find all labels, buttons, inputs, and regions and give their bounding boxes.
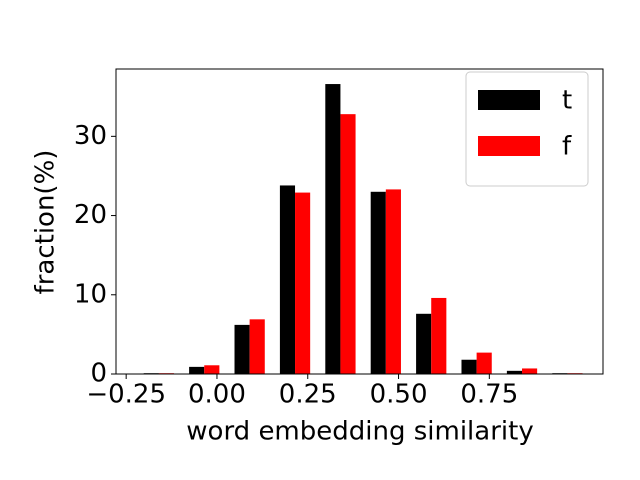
x-tick-label: 0.75 bbox=[460, 380, 518, 410]
legend-label: t bbox=[562, 86, 572, 116]
bar bbox=[506, 370, 523, 374]
bar bbox=[431, 297, 447, 374]
bar bbox=[461, 359, 477, 374]
legend-label: f bbox=[562, 132, 572, 162]
bar bbox=[249, 319, 265, 374]
bar bbox=[370, 191, 386, 374]
bar bbox=[325, 84, 341, 375]
x-tick-label: 0.25 bbox=[279, 380, 337, 410]
bar bbox=[189, 366, 205, 374]
bar bbox=[234, 324, 250, 374]
bar bbox=[204, 365, 220, 374]
y-tick-label: 30 bbox=[74, 121, 107, 151]
y-tick-label: 20 bbox=[74, 200, 107, 230]
y-tick-label: 10 bbox=[74, 279, 107, 309]
bar bbox=[476, 352, 492, 374]
x-tick-label: −0.25 bbox=[86, 380, 166, 410]
bar bbox=[385, 189, 401, 374]
x-axis-label: word embedding similarity bbox=[186, 417, 533, 447]
legend-swatch bbox=[478, 90, 540, 110]
x-tick-label: 0.00 bbox=[188, 380, 246, 410]
x-tick-label: 0.50 bbox=[370, 380, 428, 410]
plot-frame bbox=[115, 68, 604, 375]
bar bbox=[416, 313, 432, 374]
y-axis-label: fraction(%) bbox=[31, 150, 61, 295]
bar bbox=[340, 114, 356, 374]
y-tick-label: 0 bbox=[90, 359, 107, 389]
bar bbox=[295, 192, 311, 374]
legend-swatch bbox=[478, 136, 540, 156]
bar bbox=[522, 368, 538, 374]
bar bbox=[279, 185, 296, 374]
